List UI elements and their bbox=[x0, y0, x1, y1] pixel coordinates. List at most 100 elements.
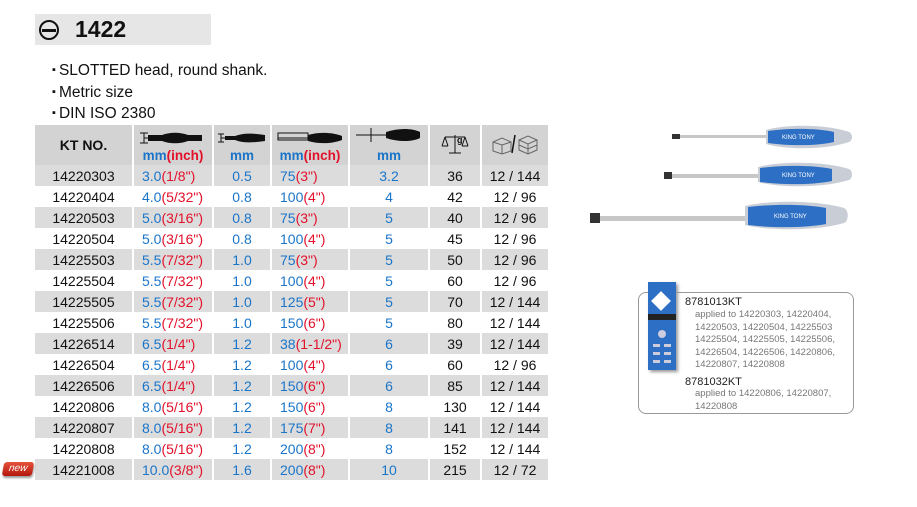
tip-width-mm: 8.0 bbox=[142, 398, 162, 415]
blade-length-inch: (3") bbox=[295, 209, 318, 226]
tip-width-inch: (5/16") bbox=[161, 440, 204, 457]
packaging: 12 / 96 bbox=[481, 186, 550, 207]
kt-no: 14226504 bbox=[35, 354, 134, 375]
tip-width-inch: (3/8") bbox=[169, 461, 204, 478]
tip-thickness: 1.0 bbox=[213, 270, 272, 291]
tip-width-inch: (5/16") bbox=[161, 398, 204, 415]
tip-thickness: 1.2 bbox=[213, 333, 272, 354]
table-row: 14225503 5.5(7/32") 1.0 75(3") 5 50 12 / 96 bbox=[35, 249, 550, 270]
page-title: 1422 bbox=[75, 16, 127, 42]
shank-diameter: 3.2 bbox=[349, 165, 430, 186]
shank-diameter: 6 bbox=[349, 375, 430, 396]
unit-inch: (inch) bbox=[166, 148, 204, 163]
tip-width-mm: 5.5 bbox=[142, 272, 162, 289]
blade-length-mm: 150 bbox=[280, 398, 304, 415]
shank-diameter-icon bbox=[356, 128, 420, 142]
kt-no: 14220807 bbox=[35, 417, 134, 438]
tip-width: 5.5(7/32") bbox=[133, 270, 214, 291]
kt-no: 14226506 bbox=[35, 375, 134, 396]
tip-width-mm: 5.5 bbox=[142, 251, 162, 268]
packaging: 12 / 144 bbox=[481, 438, 550, 459]
tip-thickness: 1.0 bbox=[213, 312, 272, 333]
tip-width: 8.0(5/16") bbox=[133, 396, 214, 417]
accessory-description: applied to 14220806, 14220807, 14220808 bbox=[695, 388, 832, 412]
tip-width-inch: (7/32") bbox=[161, 293, 204, 310]
tip-width-inch: (1/4") bbox=[161, 377, 196, 394]
tip-width-inch: (5/32") bbox=[161, 188, 204, 205]
blade-length-mm: 100 bbox=[280, 230, 304, 247]
tip-width-inch: (3/16") bbox=[161, 209, 204, 226]
weight: 85 bbox=[429, 375, 482, 396]
feature-list: SLOTTED head, round shank. Metric size D… bbox=[52, 60, 268, 125]
tip-thickness: 1.2 bbox=[213, 417, 272, 438]
unit-mm: mm bbox=[376, 148, 401, 163]
table-row: 14220806 8.0(5/16") 1.2 150(6") 8 130 12 / 144 bbox=[35, 396, 550, 417]
tip-width-inch: (5/16") bbox=[161, 419, 204, 436]
blade-length-mm: 150 bbox=[280, 314, 304, 331]
kt-no: 14225506 bbox=[35, 312, 134, 333]
tip-width-inch: (7/32") bbox=[161, 272, 204, 289]
blade-length-inch: (6") bbox=[303, 377, 326, 394]
weight: 70 bbox=[429, 291, 482, 312]
tip-width-inch: (7/32") bbox=[161, 314, 204, 331]
packaging: 12 / 144 bbox=[481, 291, 550, 312]
weight: 36 bbox=[429, 165, 482, 186]
weight: 50 bbox=[429, 249, 482, 270]
table-row: 14220303 3.0(1/8") 0.5 75(3") 3.2 36 12 / 144 bbox=[35, 165, 550, 186]
spec-table: KT NO. mm(inch) mm mm(inch) mm bbox=[35, 125, 550, 480]
blade-length: 100(4") bbox=[271, 270, 350, 291]
blade-length-inch: (3") bbox=[295, 251, 318, 268]
blade-length-inch: (1-1/2") bbox=[295, 335, 342, 352]
accessory-code: 8781013KT bbox=[685, 296, 742, 308]
blade-length-inch: (4") bbox=[303, 356, 326, 373]
shank-diameter: 5 bbox=[349, 312, 430, 333]
table-row: 14225506 5.5(7/32") 1.0 150(6") 5 80 12 / 144 bbox=[35, 312, 550, 333]
packaging: 12 / 144 bbox=[481, 333, 550, 354]
blade-length-mm: 75 bbox=[280, 167, 296, 184]
feature-item: Metric size bbox=[52, 82, 267, 104]
shank-diameter: 6 bbox=[349, 333, 430, 354]
unit-mm: mm bbox=[229, 148, 254, 163]
blade-length: 100(4") bbox=[271, 186, 350, 207]
header-kt-no: KT NO. bbox=[35, 125, 134, 165]
header-blade-length: mm(inch) bbox=[271, 125, 350, 165]
blade-length-inch: (7") bbox=[303, 419, 326, 436]
table-header: KT NO. mm(inch) mm mm(inch) mm bbox=[35, 125, 550, 165]
blade-length: 100(4") bbox=[271, 228, 350, 249]
tip-width-mm: 6.5 bbox=[142, 377, 162, 394]
unit-mm: mm bbox=[142, 148, 167, 163]
table-row: 14220504 5.0(3/16") 0.8 100(4") 5 45 12 / 96 bbox=[35, 228, 550, 249]
tip-width-inch: (7/32") bbox=[161, 251, 204, 268]
packaging: 12 / 96 bbox=[481, 228, 550, 249]
shank-diameter: 5 bbox=[349, 207, 430, 228]
blade-length-mm: 38 bbox=[280, 335, 296, 352]
tip-width: 6.5(1/4") bbox=[133, 354, 214, 375]
weight: 40 bbox=[429, 207, 482, 228]
packaging: 12 / 96 bbox=[481, 354, 550, 375]
blade-length-inch: (8") bbox=[303, 461, 326, 478]
shank-diameter: 5 bbox=[349, 291, 430, 312]
blade-length: 200(8") bbox=[271, 438, 350, 459]
tip-width-inch: (1/8") bbox=[161, 167, 196, 184]
blade-length-inch: (8") bbox=[303, 440, 326, 457]
tip-thickness: 1.2 bbox=[213, 396, 272, 417]
blade-length-mm: 100 bbox=[280, 188, 304, 205]
tip-width-mm: 5.5 bbox=[142, 293, 162, 310]
weight: 152 bbox=[429, 438, 482, 459]
tip-width-inch: (3/16") bbox=[161, 230, 204, 247]
accessory-box: 8781013KT applied to 14220303, 14220404,… bbox=[638, 292, 854, 414]
accessory-description: applied to 14220303, 14220404, 14220503,… bbox=[695, 309, 835, 370]
weight: 60 bbox=[429, 354, 482, 375]
weight-unit-label: g bbox=[457, 135, 463, 145]
blade-length: 75(3") bbox=[271, 249, 350, 270]
tip-width-inch: (1/4") bbox=[161, 356, 196, 373]
packaging: 12 / 144 bbox=[481, 312, 550, 333]
tip-thickness: 1.2 bbox=[213, 354, 272, 375]
blade-length: 175(7") bbox=[271, 417, 350, 438]
packaging: 12 / 144 bbox=[481, 417, 550, 438]
blade-length-mm: 75 bbox=[280, 251, 296, 268]
blade-length-mm: 125 bbox=[280, 293, 304, 310]
header-tip-thickness: mm bbox=[213, 125, 272, 165]
blade-length-mm: 200 bbox=[280, 461, 304, 478]
tip-thickness: 0.8 bbox=[213, 228, 272, 249]
